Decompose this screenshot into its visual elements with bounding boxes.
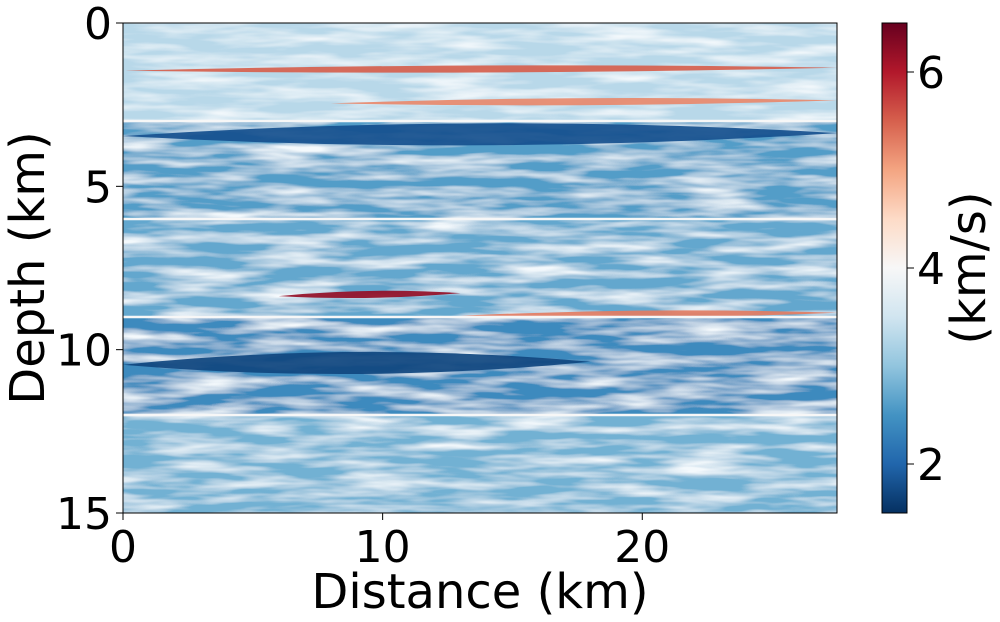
y-tick-label: 5 [84, 162, 112, 213]
velocity-layers [123, 23, 837, 513]
colorbar-ticks: 2 4 6 [907, 48, 945, 491]
x-tick-label: 20 [614, 522, 670, 573]
low-velocity-feature [123, 351, 591, 375]
plot-area [123, 23, 837, 513]
velocity-layer [123, 219, 837, 317]
colorbar-scale [881, 22, 908, 514]
y-tick-label: 15 [56, 489, 112, 540]
y-axis-ticks: 0 5 10 15 [56, 0, 123, 540]
y-tick-label: 10 [56, 326, 112, 377]
low-velocity-feature [123, 123, 837, 146]
colorbar-tick-label: 2 [917, 440, 945, 491]
x-axis-label: Distance (km) [311, 564, 648, 620]
high-velocity-feature [123, 65, 837, 73]
velocity-layer [123, 415, 837, 513]
x-tick-label: 0 [109, 522, 137, 573]
colorbar-tick-label: 6 [917, 48, 945, 99]
layer-boundaries [123, 119, 837, 417]
colorbar-tick-label: 4 [917, 244, 945, 295]
velocity-features [123, 65, 837, 375]
colorbar: 2 4 6 (km/s) [881, 22, 997, 514]
x-tick-label: 10 [355, 522, 411, 573]
y-axis-label: Depth (km) [0, 131, 56, 404]
y-tick-label: 0 [84, 0, 112, 50]
colorbar-label: (km/s) [941, 191, 997, 344]
high-velocity-feature [330, 98, 837, 106]
x-axis-ticks: 0 10 20 [109, 513, 670, 573]
plot-frame [122, 22, 838, 514]
high-velocity-feature [278, 290, 461, 299]
